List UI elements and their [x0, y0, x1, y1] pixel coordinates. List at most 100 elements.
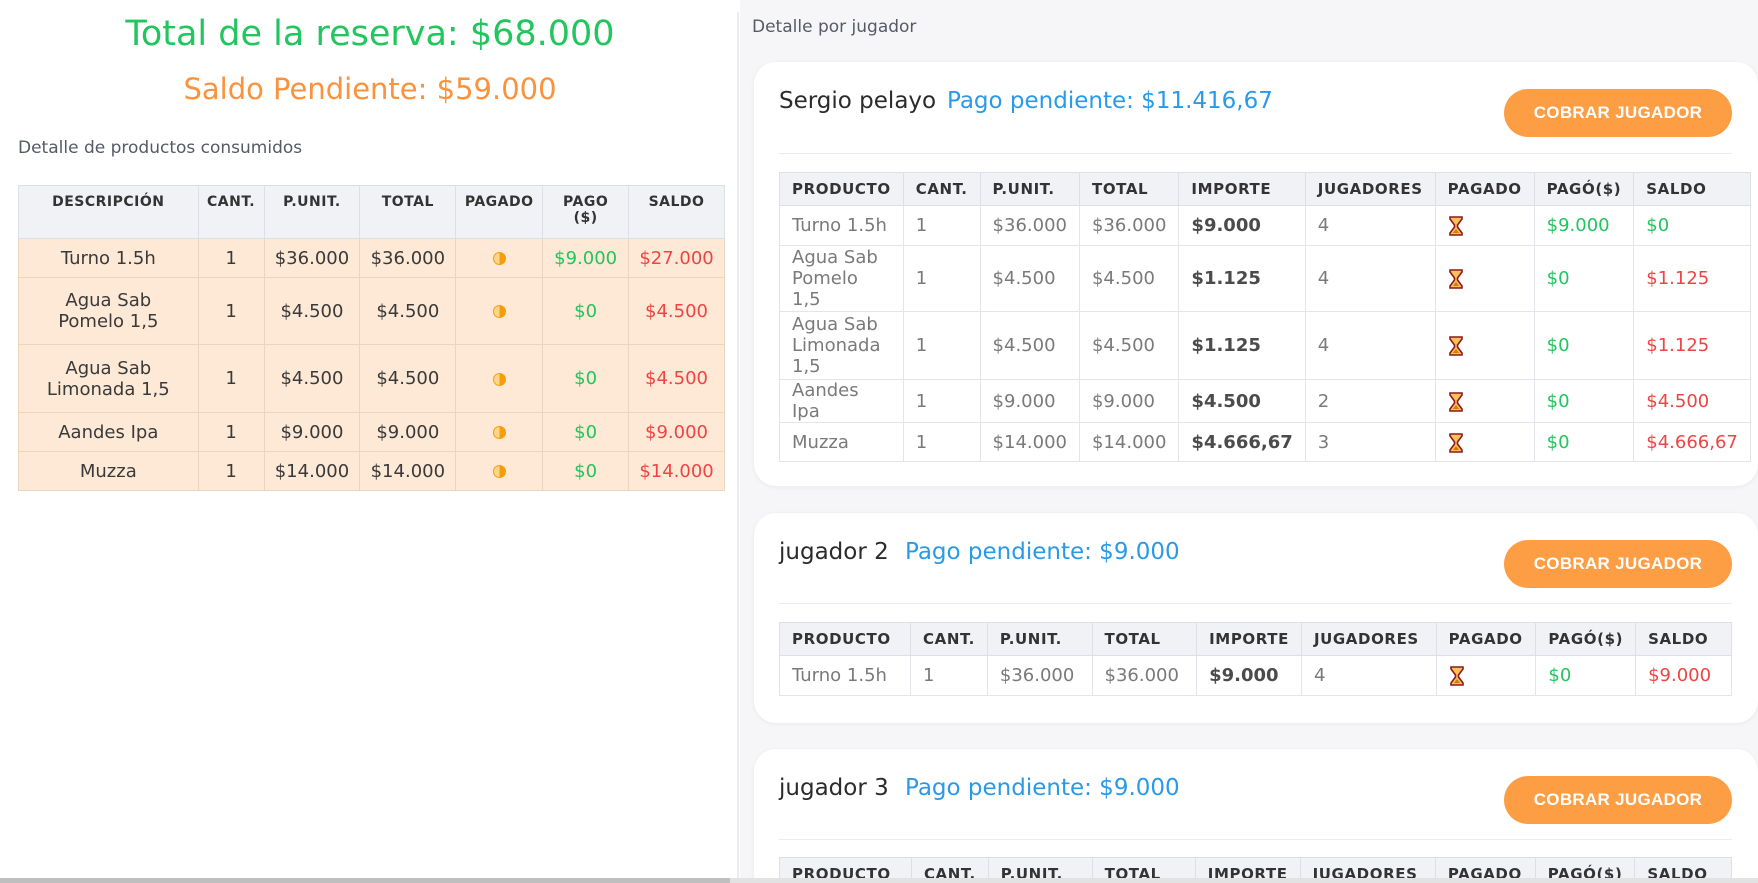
row-producto: Turno 1.5h: [779, 205, 904, 246]
product-description: Muzza: [18, 451, 199, 491]
table-row: Turno 1.5h 1 $36.000 $36.000 $9.000 4 $0…: [778, 655, 1732, 696]
col-header-pago: PAGÓ($): [1533, 172, 1635, 206]
product-balance: $4.500: [628, 277, 725, 345]
col-header-punit: P.UNIT.: [263, 185, 361, 239]
row-importe: $9.000: [1196, 655, 1302, 696]
table-row: Agua Sab Pomelo 1,5 1 $4.500 $4.500 $1.1…: [779, 245, 1751, 312]
col-header-total: TOTAL: [1091, 622, 1198, 656]
hourglass-icon: [1448, 336, 1463, 356]
player-card: jugador 2 Pago pendiente: $9.000 COBRAR …: [754, 513, 1758, 723]
row-pago: $0: [1535, 655, 1637, 696]
row-pago: $0: [1533, 311, 1635, 380]
col-header-descripcion: DESCRIPCIÓN: [18, 185, 199, 239]
paid-status: [455, 238, 544, 278]
product-balance: $4.500: [628, 344, 725, 413]
row-importe: $9.000: [1178, 205, 1306, 246]
table-row: Agua Sab Limonada 1,5 1 $4.500 $4.500 $1…: [779, 311, 1751, 380]
player-table-header: PRODUCTO CANT. P.UNIT. TOTAL IMPORTE JUG…: [779, 172, 1751, 206]
player-products-table: PRODUCTO CANT. P.UNIT. TOTAL IMPORTE JUG…: [778, 622, 1732, 696]
row-pago: $0: [1533, 379, 1635, 423]
product-paid-amount: $0: [542, 277, 630, 345]
card-divider: [779, 839, 1732, 840]
product-description: Agua Sab Limonada 1,5: [18, 344, 199, 413]
row-cant: 1: [902, 422, 981, 462]
col-header-pagado: PAGADO: [1434, 172, 1535, 206]
row-jugadores: 4: [1300, 655, 1437, 696]
product-description: Aandes Ipa: [18, 412, 199, 452]
product-total: $4.500: [359, 277, 457, 345]
paid-status: [455, 451, 544, 491]
product-paid-amount: $0: [542, 451, 630, 491]
half-circle-icon: [492, 305, 506, 318]
product-quantity: 1: [197, 238, 265, 278]
scrollbar-thumb[interactable]: [0, 878, 730, 883]
product-unit-price: $36.000: [263, 238, 361, 278]
col-header-saldo: SALDO: [1633, 172, 1751, 206]
row-punit: $36.000: [979, 205, 1080, 246]
row-jugadores: 3: [1304, 422, 1436, 462]
row-jugadores: 4: [1304, 311, 1436, 380]
half-circle-icon: [492, 465, 506, 478]
col-header-producto: PRODUCTO: [778, 622, 912, 656]
row-total: $9.000: [1078, 379, 1180, 423]
product-total: $14.000: [359, 451, 457, 491]
table-row: Agua Sab Limonada 1,5 1 $4.500 $4.500 $0…: [18, 344, 725, 413]
row-cant: 1: [910, 655, 988, 696]
table-row: Muzza 1 $14.000 $14.000 $0 $14.000: [18, 451, 725, 491]
col-header-pagado: PAGADO: [455, 185, 544, 239]
row-saldo: $9.000: [1635, 655, 1732, 696]
players-detail-pane[interactable]: Detalle por jugador Sergio pelayo Pago p…: [740, 0, 1758, 883]
row-cant: 1: [902, 311, 981, 380]
row-punit: $36.000: [986, 655, 1093, 696]
products-table-header: DESCRIPCIÓN CANT. P.UNIT. TOTAL PAGADO P…: [18, 185, 725, 239]
table-row: Muzza 1 $14.000 $14.000 $4.666,67 3 $0 $…: [779, 422, 1751, 462]
row-pagado: [1434, 379, 1535, 423]
col-header-cant: CANT.: [910, 622, 988, 656]
product-quantity: 1: [197, 344, 265, 413]
row-jugadores: 4: [1304, 205, 1436, 246]
row-pago: $0: [1533, 422, 1635, 462]
product-total: $36.000: [359, 238, 457, 278]
half-circle-icon: [492, 252, 506, 265]
row-saldo: $4.500: [1633, 379, 1751, 423]
card-divider: [779, 153, 1732, 154]
paid-status: [455, 277, 544, 345]
half-circle-icon: [492, 426, 506, 439]
row-pago: $0: [1533, 245, 1635, 312]
player-pending-payment: Pago pendiente: $9.000: [905, 775, 1180, 801]
product-unit-price: $4.500: [263, 344, 361, 413]
paid-status: [455, 412, 544, 452]
col-header-pagado: PAGADO: [1435, 622, 1537, 656]
col-header-pago: PAGÓ($): [1535, 622, 1637, 656]
table-row: Turno 1.5h 1 $36.000 $36.000 $9.000 4 $9…: [779, 205, 1751, 246]
product-unit-price: $14.000: [263, 451, 361, 491]
player-pending-payment: Pago pendiente: $11.416,67: [947, 88, 1273, 114]
table-row: Aandes Ipa 1 $9.000 $9.000 $0 $9.000: [18, 412, 725, 452]
pane-divider: [737, 12, 739, 883]
row-punit: $4.500: [979, 311, 1080, 380]
product-unit-price: $4.500: [263, 277, 361, 345]
product-quantity: 1: [197, 451, 265, 491]
product-paid-amount: $0: [542, 412, 630, 452]
product-paid-amount: $0: [542, 344, 630, 413]
cobrar-jugador-button[interactable]: COBRAR JUGADOR: [1504, 540, 1732, 588]
col-header-punit: P.UNIT.: [986, 622, 1093, 656]
paid-status: [455, 344, 544, 413]
col-header-cant: CANT.: [197, 185, 265, 239]
col-header-saldo: SALDO: [1635, 622, 1732, 656]
cobrar-jugador-button[interactable]: COBRAR JUGADOR: [1504, 89, 1732, 137]
reservation-total: Total de la reserva: $68.000: [125, 14, 615, 54]
player-card: Sergio pelayo Pago pendiente: $11.416,67…: [754, 62, 1758, 486]
row-punit: $14.000: [979, 422, 1080, 462]
player-products-table: PRODUCTO CANT. P.UNIT. TOTAL IMPORTE JUG…: [779, 172, 1751, 462]
row-jugadores: 2: [1304, 379, 1436, 423]
cobrar-jugador-button[interactable]: COBRAR JUGADOR: [1504, 776, 1732, 824]
row-importe: $4.500: [1178, 379, 1306, 423]
row-saldo: $1.125: [1633, 245, 1751, 312]
row-importe: $1.125: [1178, 311, 1306, 380]
row-punit: $4.500: [979, 245, 1080, 312]
horizontal-scrollbar[interactable]: [0, 878, 1758, 883]
row-cant: 1: [902, 205, 981, 246]
col-header-jugadores: JUGADORES: [1304, 172, 1436, 206]
col-header-total: TOTAL: [359, 185, 457, 239]
